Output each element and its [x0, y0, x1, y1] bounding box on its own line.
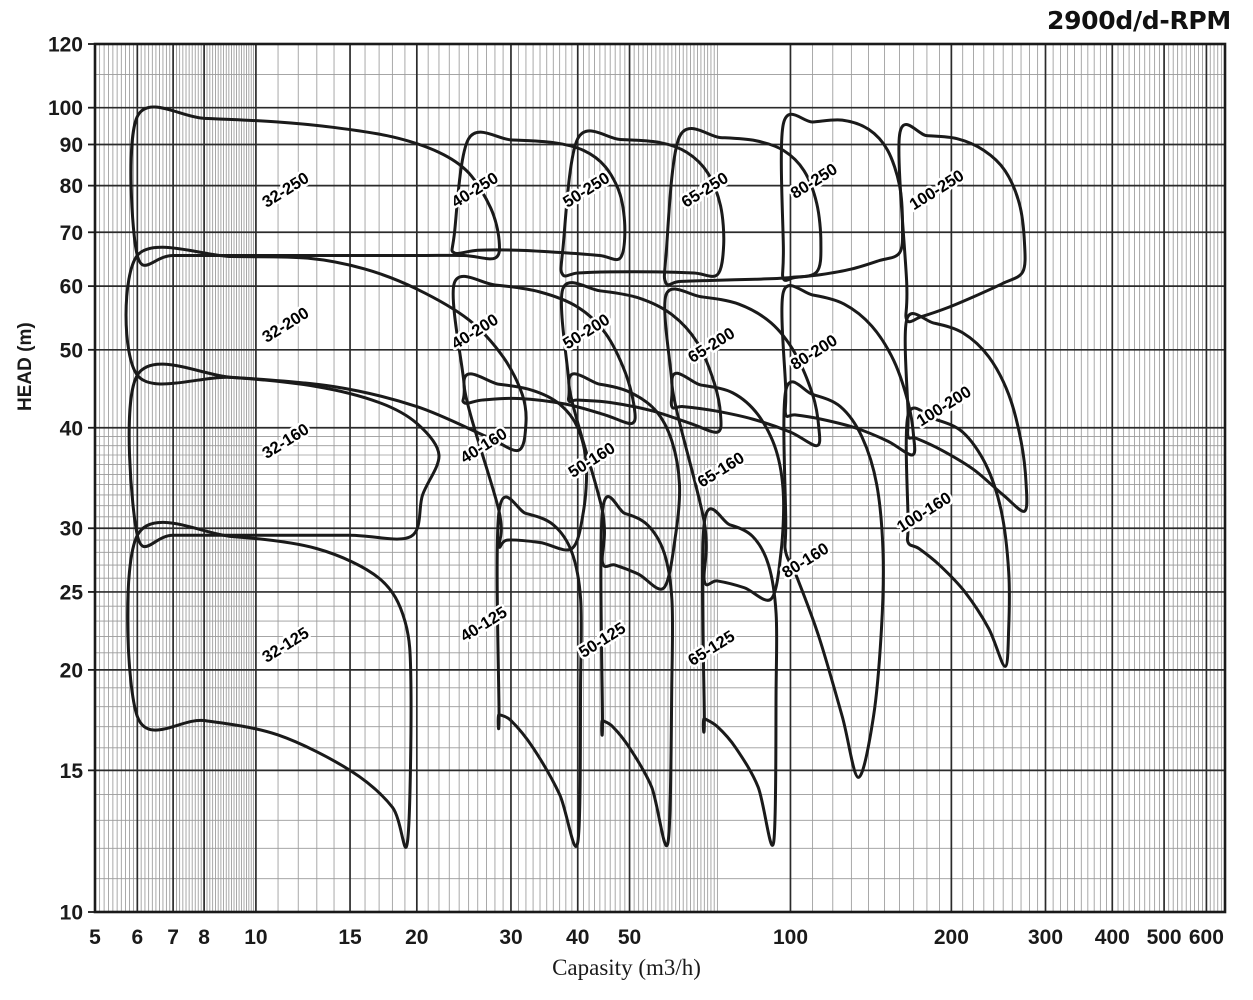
pump-envelope-50-200 [559, 281, 723, 434]
x-tick-label: 7 [167, 926, 179, 949]
pump-envelope-32-125 [126, 520, 413, 849]
pump-envelope-100-250 [897, 123, 1027, 324]
x-tick-label: 500 [1147, 926, 1182, 949]
x-tick-label: 40 [566, 926, 589, 949]
x-tick-label: 8 [198, 926, 210, 949]
pump-envelope-50-125 [599, 495, 675, 848]
y-tick-label: 50 [60, 339, 83, 362]
x-tick-label: 10 [244, 926, 267, 949]
x-tick-label: 50 [618, 926, 641, 949]
x-tick-label: 100 [773, 926, 808, 949]
svg-text:80-160: 80-160 [779, 540, 832, 582]
pump-envelope-65-250 [662, 127, 823, 287]
x-tick-label: 5 [89, 926, 101, 949]
pump-envelope-curves [124, 105, 1029, 849]
pump-envelope-40-160 [462, 372, 589, 552]
pump-envelope-65-200 [663, 287, 822, 448]
pump-envelope-50-250 [559, 129, 726, 278]
x-axis-label: Capasity (m3/h) [552, 955, 701, 980]
x-tick-label: 15 [338, 926, 362, 949]
svg-text:65-200: 65-200 [685, 324, 738, 366]
y-tick-label: 60 [60, 276, 83, 299]
svg-text:100-250: 100-250 [906, 167, 967, 214]
x-tick-label: 600 [1189, 926, 1224, 949]
x-axis-ticks: 5 6 7 8 10 15 20 30 40 50 100 200 300 400 500 600 [89, 926, 1224, 949]
svg-text:40-250: 40-250 [448, 169, 501, 211]
curve-labels: 32-25032-25032-20032-20032-16032-16032-1… [257, 158, 977, 673]
pump-envelope-100-200 [903, 312, 1029, 513]
svg-text:65-125: 65-125 [685, 627, 738, 669]
y-tick-label: 15 [60, 760, 84, 783]
pump-envelope-40-250 [450, 130, 627, 262]
x-tick-label: 6 [131, 926, 143, 949]
plot-frame [93, 42, 1227, 914]
pump-envelope-50-160 [567, 372, 682, 591]
y-tick-label: 100 [48, 97, 83, 120]
pump-envelope-32-160 [127, 362, 441, 549]
pump-envelope-100-160 [904, 406, 1011, 668]
y-tick-label: 70 [60, 222, 83, 245]
y-tick-label: 80 [60, 175, 83, 198]
svg-text:32-125: 32-125 [259, 624, 312, 666]
x-tick-label: 30 [499, 926, 522, 949]
y-tick-label: 20 [60, 659, 83, 682]
y-tick-label: 120 [48, 34, 83, 57]
pump-envelope-80-160 [782, 380, 885, 779]
pump-envelope-40-125 [495, 495, 583, 848]
svg-text:32-160: 32-160 [259, 420, 312, 462]
x-tick-label: 300 [1028, 926, 1063, 949]
x-tick-label: 400 [1095, 926, 1130, 949]
pump-envelope-40-200 [451, 275, 637, 426]
chart-title: 2900d/d-RPM [1046, 6, 1231, 35]
pump-envelope-32-250 [129, 105, 502, 267]
pump-envelope-80-200 [780, 284, 917, 457]
pump-envelope-65-160 [670, 371, 786, 602]
svg-text:100-160: 100-160 [894, 489, 955, 536]
svg-text:40-125: 40-125 [457, 603, 510, 645]
y-tick-label: 25 [60, 581, 84, 604]
svg-text:32-200: 32-200 [259, 304, 312, 346]
x-tick-label: 20 [405, 926, 428, 949]
minor-gridlines [95, 44, 1226, 912]
y-tick-label: 40 [60, 417, 83, 440]
svg-text:32-250: 32-250 [259, 169, 312, 211]
y-tick-label: 10 [60, 902, 83, 925]
x-tick-label: 200 [934, 926, 969, 949]
y-tick-label: 30 [60, 518, 83, 541]
y-axis-ticks: 120 100 90 80 70 60 50 40 30 25 20 15 10 [48, 34, 95, 925]
y-tick-label: 90 [60, 134, 83, 157]
pump-envelope-80-250 [779, 112, 905, 282]
pump-envelope-65-125 [701, 507, 779, 847]
